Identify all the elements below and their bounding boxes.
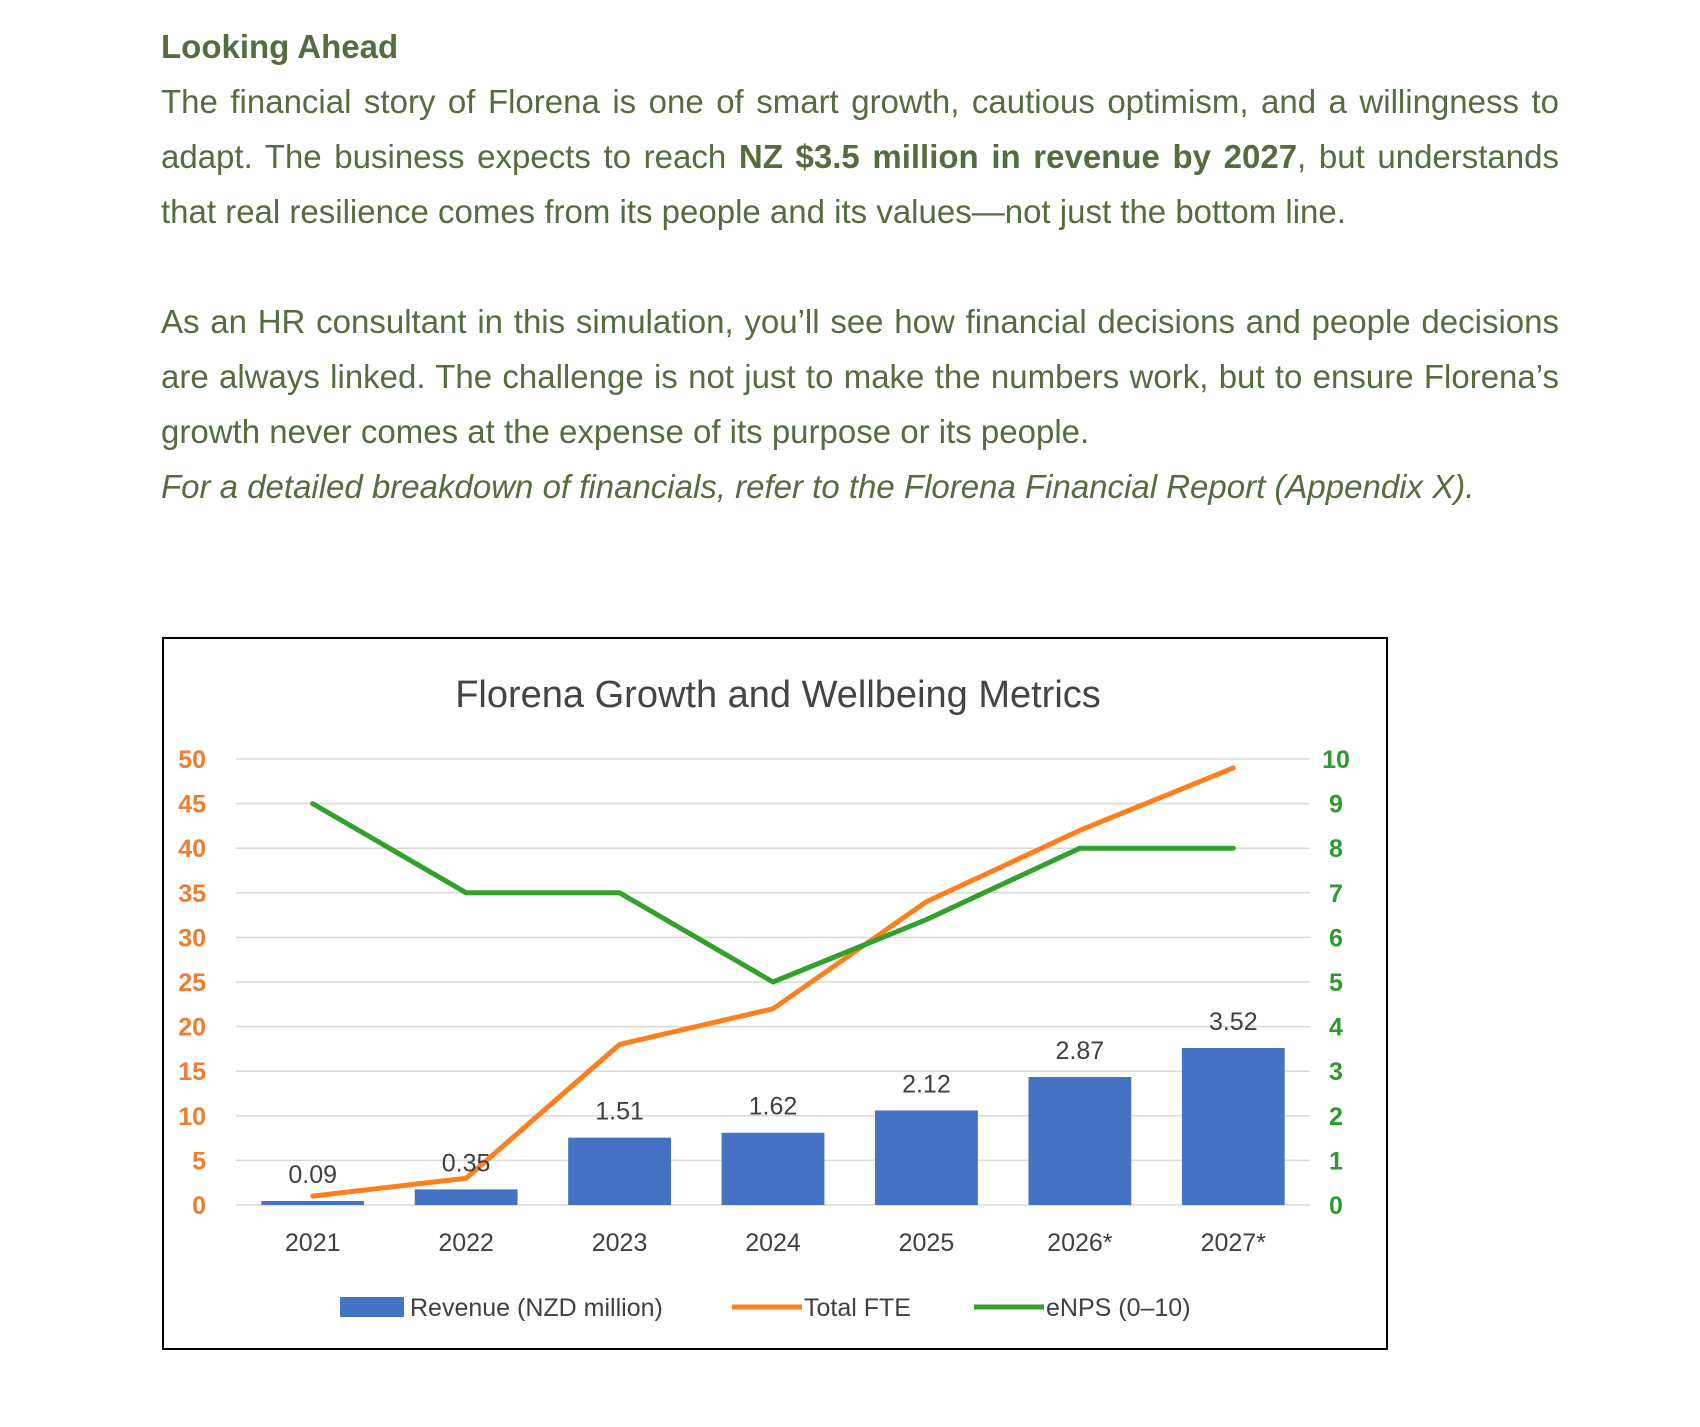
left-axis-tick-label: 20 [178, 1014, 206, 1042]
left-axis-tick-label: 50 [178, 746, 206, 774]
enps-line [310, 801, 1236, 985]
category-label: 2022 [438, 1229, 494, 1257]
left-axis-tick-label: 0 [192, 1192, 206, 1220]
revenue-data-label: 2.12 [902, 1070, 951, 1098]
paragraph-1-text-end: , but understands that real resilience c… [161, 138, 1559, 230]
right-axis-tick-label: 10 [1322, 746, 1350, 774]
right-axis-tick-label: 2 [1329, 1103, 1343, 1131]
paragraph-financial-story: The financial story of Florena is one of… [161, 74, 1559, 239]
category-label: 2027* [1201, 1229, 1267, 1257]
legend-label-fte: Total FTE [804, 1294, 911, 1322]
right-axis-tick-label: 9 [1329, 791, 1343, 819]
paragraph-1-text: The financial story of Florena is one of… [161, 83, 1559, 175]
revenue-data-label: 0.35 [442, 1149, 491, 1177]
revenue-target-bold: NZ $3.5 million in revenue by 2027 [738, 138, 1298, 175]
section-heading: Looking Ahead [161, 28, 399, 65]
revenue-bar [875, 1110, 978, 1205]
revenue-bar [568, 1137, 671, 1205]
paragraph-hr-consultant: As an HR consultant in this simulation, … [161, 303, 1559, 450]
total-fte-line [310, 765, 1236, 1199]
left-axis-tick-label: 10 [178, 1103, 206, 1131]
revenue-bar [1181, 1048, 1285, 1205]
appendix-note: For a detailed breakdown of financials, … [161, 468, 1475, 505]
growth-wellbeing-chart: Florena Growth and Wellbeing Metrics0510… [178, 674, 1350, 1322]
revenue-data-label: 1.62 [749, 1093, 798, 1121]
revenue-bar [1028, 1076, 1132, 1205]
left-axis-tick-label: 40 [178, 835, 206, 863]
category-label: 2026* [1047, 1229, 1113, 1257]
document-body: Looking Ahead The financial story of Flo… [161, 20, 1559, 514]
left-axis-tick-label: 35 [178, 880, 206, 908]
category-label: 2024 [745, 1229, 801, 1257]
left-axis-tick-label: 45 [178, 791, 206, 819]
right-axis-tick-label: 7 [1329, 880, 1343, 908]
right-axis-tick-label: 5 [1329, 969, 1343, 997]
category-label: 2021 [285, 1229, 341, 1257]
right-axis-tick-label: 8 [1329, 835, 1343, 863]
category-label: 2025 [899, 1229, 955, 1257]
left-axis-tick-label: 15 [178, 1058, 206, 1086]
legend-label-revenue: Revenue (NZD million) [410, 1294, 663, 1322]
left-axis-tick-label: 5 [192, 1147, 206, 1175]
revenue-data-label: 3.52 [1209, 1008, 1258, 1036]
category-label: 2023 [592, 1229, 648, 1257]
chart-frame: Florena Growth and Wellbeing Metrics 0 5 10… [162, 637, 1388, 1350]
revenue-bar [414, 1189, 518, 1205]
right-axis-tick-label: 4 [1329, 1014, 1343, 1042]
right-axis-tick-label: 3 [1329, 1058, 1343, 1086]
right-axis-tick-label: 6 [1329, 924, 1343, 952]
chart-title: Florena Growth and Wellbeing Metrics [455, 674, 1101, 716]
revenue-data-label: 2.87 [1056, 1037, 1105, 1065]
revenue-data-label: 1.51 [595, 1098, 644, 1126]
right-axis-tick-label: 0 [1329, 1192, 1343, 1220]
revenue-bar [721, 1132, 825, 1205]
left-axis-tick-label: 30 [178, 924, 206, 952]
right-axis-tick-label: 1 [1329, 1147, 1343, 1175]
legend-label-enps: eNPS (0–10) [1046, 1294, 1191, 1322]
left-axis-tick-label: 25 [178, 969, 206, 997]
revenue-data-label: 0.09 [288, 1161, 337, 1189]
legend-swatch-revenue [340, 1297, 404, 1317]
revenue-bar [261, 1200, 365, 1205]
